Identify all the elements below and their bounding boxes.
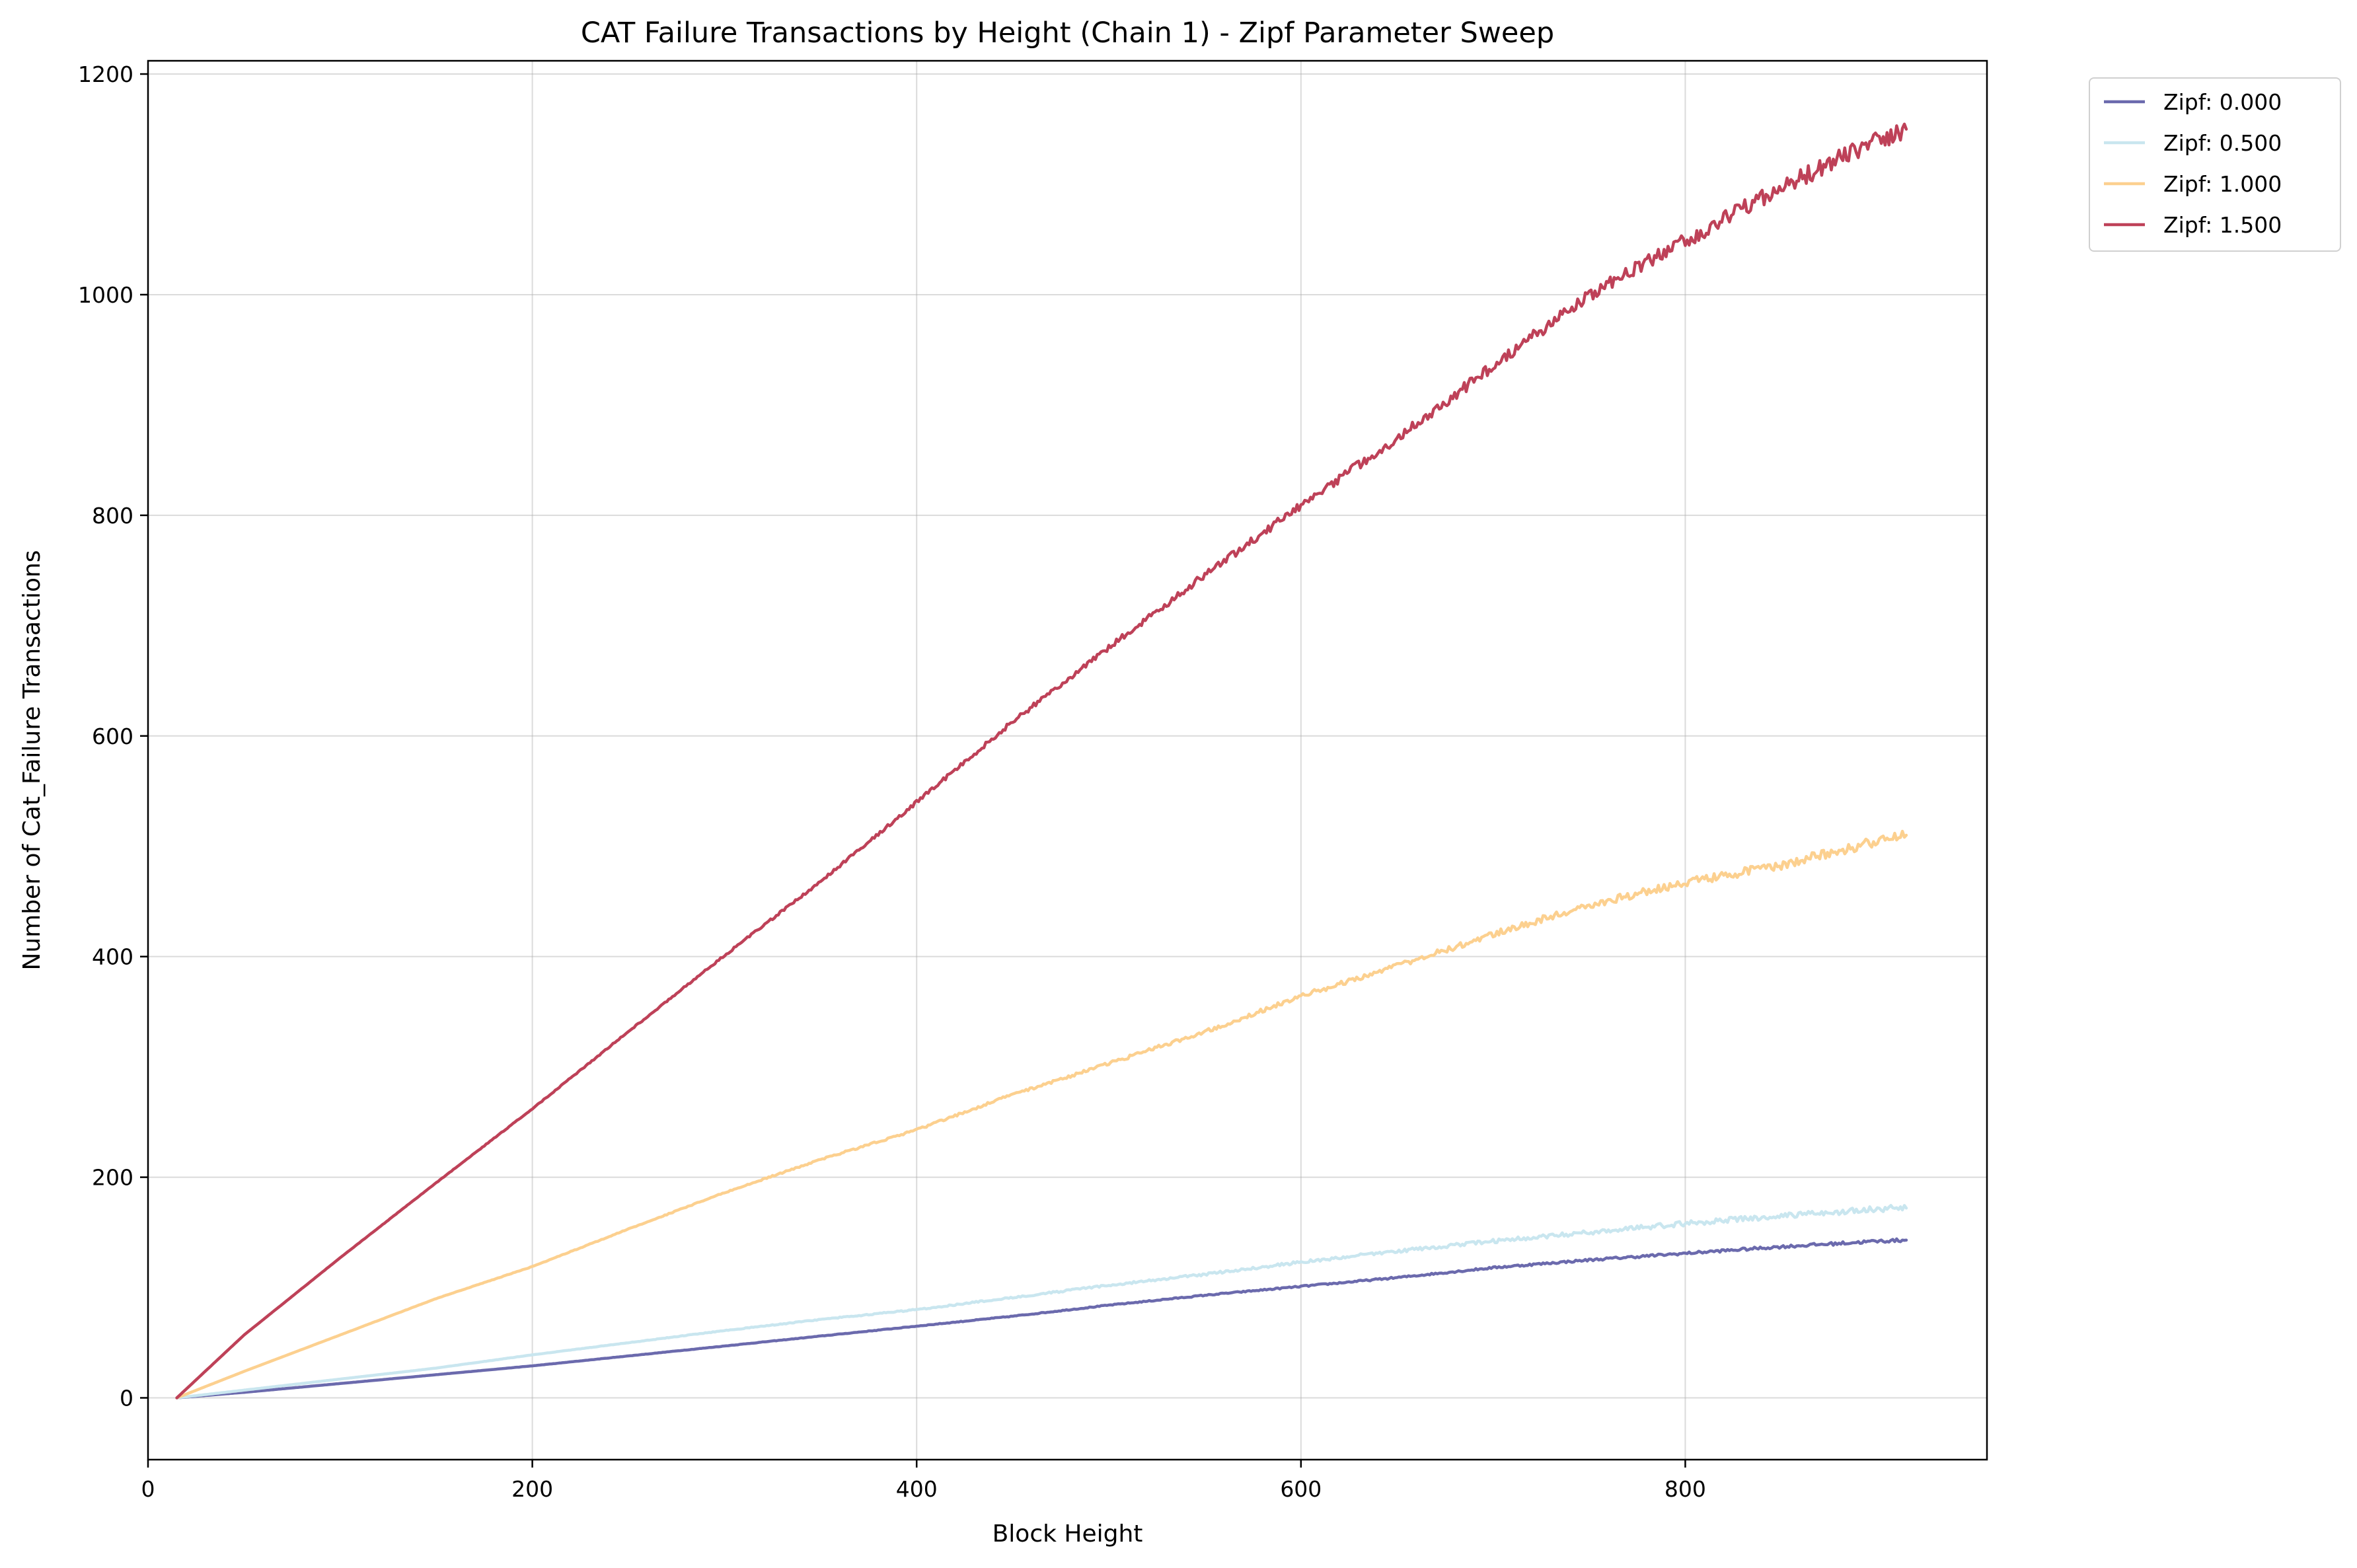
y-tick-label: 400 (92, 944, 133, 970)
y-tick-label: 200 (92, 1165, 133, 1191)
axis-ticks: 0 200 400 600 800 0 200 400 600 800 1000 1200 (78, 61, 1706, 1502)
chart-title: CAT Failure Transactions by Height (Chai… (581, 17, 1554, 50)
x-axis-title: Block Height (992, 1520, 1143, 1548)
legend: Zipf: 0.000 Zipf: 0.500 Zipf: 1.000 Zipf: 1… (2089, 77, 2341, 252)
series-line-zipf-1-500 (175, 122, 1908, 1400)
x-tick-label: 0 (141, 1476, 155, 1502)
series-line-zipf-1-000 (175, 829, 1908, 1400)
grid (147, 61, 1987, 1460)
y-tick-label: 600 (92, 724, 133, 749)
legend-label: Zipf: 0.000 (2163, 89, 2282, 115)
y-tick-label: 0 (120, 1386, 133, 1411)
legend-label: Zipf: 0.500 (2163, 130, 2282, 156)
legend-box (2089, 77, 2341, 252)
y-tick-label: 1000 (78, 282, 133, 308)
series-line-zipf-0-000 (175, 1237, 1908, 1400)
plot-area-frame (147, 59, 1988, 1461)
series-line-zipf-0-500 (175, 1204, 1908, 1400)
y-tick-label: 1200 (78, 61, 133, 87)
x-tick-label: 400 (896, 1476, 938, 1502)
x-tick-label: 200 (511, 1476, 553, 1502)
series-group (175, 122, 1908, 1400)
x-tick-label: 800 (1665, 1476, 1706, 1502)
x-tick-label: 600 (1280, 1476, 1322, 1502)
y-axis-title: Number of Cat_Failure Transactions (19, 550, 46, 970)
legend-label: Zipf: 1.500 (2163, 212, 2282, 238)
y-tick-label: 800 (92, 503, 133, 529)
legend-label: Zipf: 1.000 (2163, 171, 2282, 197)
